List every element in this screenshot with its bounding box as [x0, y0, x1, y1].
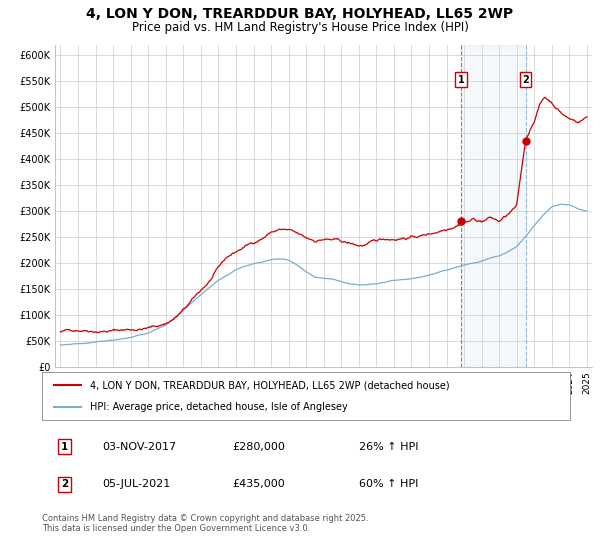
Bar [461, 45, 526, 367]
Text: Price paid vs. HM Land Registry's House Price Index (HPI): Price paid vs. HM Land Registry's House … [131, 21, 469, 34]
Text: £280,000: £280,000 [232, 442, 285, 451]
Text: HPI: Average price, detached house, Isle of Anglesey: HPI: Average price, detached house, Isle… [89, 402, 347, 412]
Text: 1: 1 [61, 442, 68, 451]
Text: £435,000: £435,000 [232, 479, 285, 489]
Text: 05-JUL-2021: 05-JUL-2021 [103, 479, 171, 489]
Text: 1: 1 [458, 74, 464, 85]
Text: 03-NOV-2017: 03-NOV-2017 [103, 442, 177, 451]
Text: 2: 2 [523, 74, 529, 85]
Text: 4, LON Y DON, TREARDDUR BAY, HOLYHEAD, LL65 2WP: 4, LON Y DON, TREARDDUR BAY, HOLYHEAD, L… [86, 7, 514, 21]
Text: 2: 2 [61, 479, 68, 489]
Text: 26% ↑ HPI: 26% ↑ HPI [359, 442, 418, 451]
Text: Contains HM Land Registry data © Crown copyright and database right 2025.
This d: Contains HM Land Registry data © Crown c… [42, 514, 368, 534]
Text: 60% ↑ HPI: 60% ↑ HPI [359, 479, 418, 489]
Text: 4, LON Y DON, TREARDDUR BAY, HOLYHEAD, LL65 2WP (detached house): 4, LON Y DON, TREARDDUR BAY, HOLYHEAD, L… [89, 380, 449, 390]
